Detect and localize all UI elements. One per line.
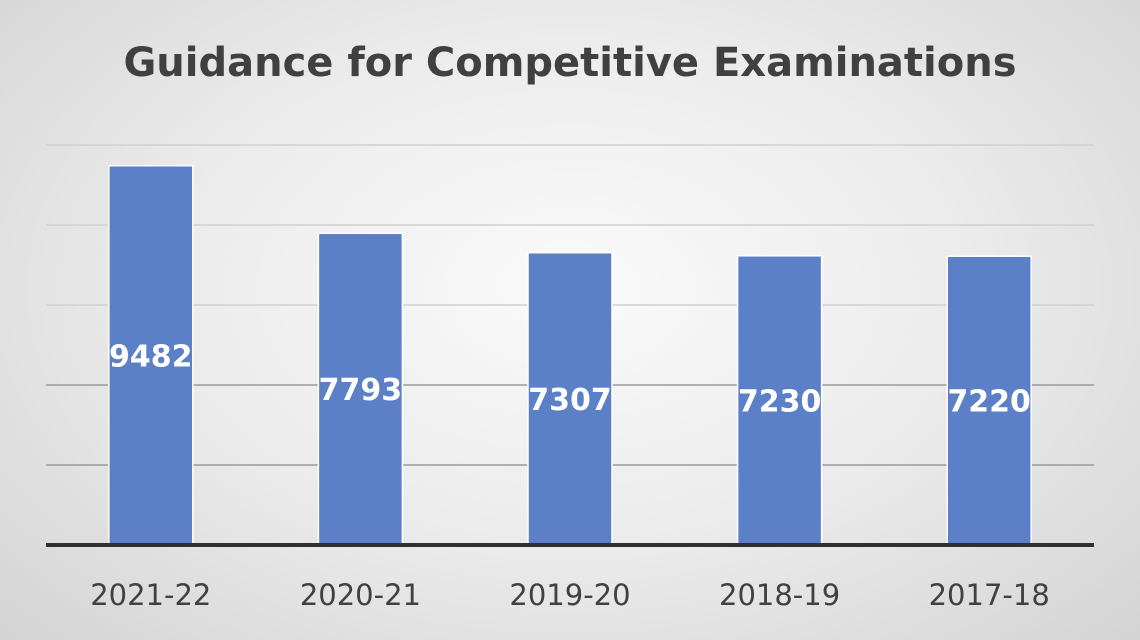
x-tick-label-2019-20: 2019-20 <box>509 578 630 612</box>
x-tick-label-2017-18: 2017-18 <box>929 578 1050 612</box>
data-label-2018-19: 7230 <box>738 384 822 419</box>
data-label-2017-18: 7220 <box>947 385 1031 420</box>
bar-2019-20 <box>527 251 613 546</box>
chart-title: Guidance for Competitive Examinations <box>123 40 1016 86</box>
x-tick-label-2018-19: 2018-19 <box>719 578 840 612</box>
x-tick-label-2021-22: 2021-22 <box>90 578 211 612</box>
bar-2021-22 <box>108 164 194 546</box>
bar-2017-18 <box>946 255 1032 546</box>
data-labels: 9482 7793 7307 7230 7220 <box>109 339 1031 419</box>
x-tick-label-2020-21: 2020-21 <box>300 578 421 612</box>
bar-2018-19 <box>736 255 823 546</box>
bars <box>108 164 1032 546</box>
data-label-2021-22: 9482 <box>109 339 193 374</box>
data-label-2019-20: 7307 <box>528 383 612 418</box>
data-label-2020-21: 7793 <box>319 373 403 408</box>
x-axis-tick-labels: 2021-22 2020-21 2019-20 2018-19 2017-18 <box>90 578 1050 612</box>
